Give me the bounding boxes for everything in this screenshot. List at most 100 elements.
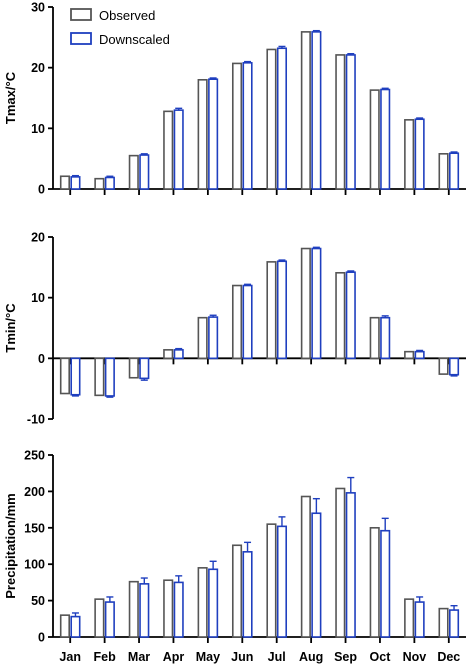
- bar-observed: [438, 153, 449, 190]
- bar-downscaled: [139, 154, 150, 190]
- bar-observed: [59, 175, 71, 190]
- bar-observed: [231, 284, 243, 360]
- bar-observed: [94, 357, 105, 397]
- y-axis-title: Precipitation/mm: [3, 493, 18, 598]
- bar-observed: [197, 316, 208, 360]
- bar-observed: [369, 526, 380, 638]
- y-tick-label: -10: [27, 413, 45, 427]
- bar-downscaled: [70, 176, 81, 190]
- y-tick-label: 20: [31, 61, 45, 75]
- bar-downscaled: [414, 350, 425, 360]
- bar-downscaled: [276, 47, 288, 190]
- bar-downscaled: [276, 260, 288, 360]
- legend-label: Observed: [99, 8, 155, 23]
- bar-downscaled: [311, 31, 322, 190]
- y-tick-label: 200: [24, 485, 45, 499]
- bar-downscaled: [448, 609, 460, 638]
- bar-observed: [369, 316, 380, 360]
- bar-downscaled: [139, 583, 150, 638]
- x-tick-label: Oct: [370, 650, 392, 664]
- bar-observed: [404, 350, 415, 360]
- bar-downscaled: [414, 601, 425, 638]
- bar-observed: [163, 110, 174, 190]
- bar-observed: [369, 89, 380, 190]
- bar-observed: [404, 119, 415, 190]
- bar-downscaled: [104, 357, 115, 397]
- bar-downscaled: [173, 109, 184, 190]
- bar-observed: [94, 177, 105, 190]
- x-tick-label: Apr: [163, 650, 185, 664]
- bar-downscaled: [345, 492, 356, 638]
- bar-downscaled: [380, 529, 391, 638]
- y-tick-label: 250: [24, 449, 45, 463]
- bar-observed: [163, 579, 174, 638]
- bar-downscaled: [414, 118, 425, 190]
- bar-observed: [404, 598, 415, 638]
- chart-panel-1: -10 0 10 20 Tmin/°C: [3, 231, 466, 427]
- x-tick-label: Jun: [231, 650, 253, 664]
- bar-observed: [438, 357, 449, 375]
- legend-label: Downscaled: [99, 32, 170, 47]
- y-tick-label: 30: [31, 1, 45, 15]
- bar-observed: [335, 271, 346, 360]
- y-tick-label: 20: [31, 231, 45, 245]
- bar-downscaled: [208, 568, 219, 638]
- x-tick-label: Dec: [437, 650, 460, 664]
- bar-downscaled: [276, 525, 288, 638]
- y-tick-label: 10: [31, 122, 45, 136]
- y-tick-label: 100: [24, 558, 45, 572]
- y-axis-title: Tmin/°C: [3, 303, 18, 353]
- bar-downscaled: [242, 551, 253, 638]
- bar-observed: [59, 357, 71, 395]
- bar-observed: [231, 62, 243, 190]
- bar-observed: [266, 48, 277, 190]
- bar-downscaled: [173, 581, 184, 638]
- bar-observed: [266, 261, 277, 360]
- bar-downscaled: [104, 601, 115, 638]
- bar-observed: [197, 567, 208, 638]
- x-tick-label: Aug: [299, 650, 323, 664]
- chart-panel-2: 0 50 100 150 200 250 Precipitation/mm Jan Feb Mar…: [3, 449, 466, 664]
- x-tick-label: Jul: [268, 650, 286, 664]
- bar-observed: [231, 544, 243, 638]
- legend-swatch: [70, 32, 92, 45]
- y-tick-label: 0: [38, 352, 45, 366]
- x-tick-label: Sep: [334, 650, 357, 664]
- bar-downscaled: [311, 247, 322, 360]
- bar-downscaled: [208, 78, 219, 190]
- legend-swatch: [70, 8, 92, 21]
- y-tick-label: 50: [31, 594, 45, 608]
- bar-observed: [300, 495, 311, 638]
- x-tick-label: May: [196, 650, 220, 664]
- bar-downscaled: [242, 62, 253, 190]
- bar-observed: [335, 54, 346, 190]
- bar-downscaled: [448, 357, 460, 376]
- bar-observed: [300, 31, 311, 190]
- bar-downscaled: [70, 357, 81, 396]
- bar-downscaled: [70, 615, 81, 638]
- y-tick-label: 150: [24, 521, 45, 535]
- bar-downscaled: [242, 284, 253, 360]
- bar-observed: [300, 247, 311, 360]
- bar-observed: [128, 580, 139, 638]
- bar-observed: [335, 487, 346, 638]
- bar-downscaled: [448, 152, 460, 190]
- x-tick-label: Jan: [59, 650, 81, 664]
- bar-downscaled: [208, 316, 219, 360]
- bar-observed: [197, 79, 208, 190]
- bar-downscaled: [380, 88, 391, 190]
- bar-downscaled: [139, 357, 150, 380]
- x-tick-label: Nov: [403, 650, 427, 664]
- y-tick-label: 0: [38, 183, 45, 197]
- chart-panel-0: 0 10 20 30 Tmax/°C Observed Downscaled: [3, 1, 466, 197]
- bar-downscaled: [345, 271, 356, 360]
- y-axis-title: Tmax/°C: [3, 71, 18, 124]
- x-tick-label: Mar: [128, 650, 150, 664]
- y-tick-label: 0: [38, 631, 45, 645]
- bar-observed: [266, 523, 277, 638]
- bar-observed: [163, 349, 174, 360]
- bar-downscaled: [104, 176, 115, 190]
- bar-observed: [128, 154, 139, 190]
